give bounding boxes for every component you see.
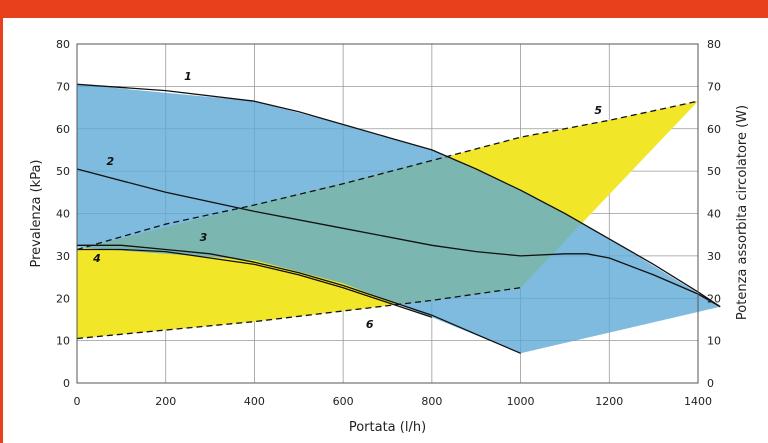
y-left-tick-label: 80 (56, 38, 70, 51)
y-right-tick-label: 40 (707, 208, 721, 221)
x-axis-label: Portata (l/h) (349, 420, 426, 435)
y-left-tick-labels: 0 10 20 30 40 50 60 70 80 (56, 38, 70, 390)
x-tick-label: 1400 (684, 395, 712, 408)
x-tick-labels: 0 200 400 600 800 1000 1200 1400 (74, 395, 713, 408)
curve-label-5: 5 (594, 104, 602, 117)
series-line-2 (76, 168, 721, 308)
head-area (77, 84, 721, 354)
x-tick-label: 400 (244, 395, 265, 408)
y-right-axis-label: Potenza assorbita circolatore (W) (735, 105, 750, 320)
series-lines (76, 83, 721, 354)
y-right-tick-label: 20 (707, 292, 721, 305)
left-border (0, 18, 3, 443)
y-right-tick-label: 10 (707, 335, 721, 348)
y-right-tick-labels: 0 10 20 30 40 50 60 70 80 (707, 38, 721, 390)
y-left-tick-label: 0 (63, 377, 70, 390)
curve-label-4: 4 (92, 252, 101, 265)
y-left-tick-label: 70 (56, 80, 70, 93)
series-line-5 (76, 100, 699, 251)
x-tick-label: 800 (421, 395, 442, 408)
x-tick-label: 600 (333, 395, 354, 408)
y-left-tick-label: 60 (56, 123, 70, 136)
series-line-6 (76, 287, 521, 340)
series-line-4 (77, 248, 433, 318)
x-tick-label: 200 (155, 395, 176, 408)
curve-label-2: 2 (106, 155, 114, 168)
y-right-tick-label: 70 (707, 80, 721, 93)
y-left-tick-label: 40 (56, 208, 70, 221)
y-left-tick-label: 30 (56, 250, 70, 263)
x-tick-label: 1200 (595, 395, 623, 408)
y-right-tick-label: 0 (707, 377, 714, 390)
y-left-tick-label: 10 (56, 335, 70, 348)
curve-label-3: 3 (200, 231, 208, 244)
x-tick-label: 0 (74, 395, 81, 408)
y-right-tick-label: 50 (707, 165, 721, 178)
header-bar (0, 0, 768, 18)
y-left-tick-label: 20 (56, 292, 70, 305)
curve-label-6: 6 (366, 318, 374, 331)
series-line-1 (76, 83, 721, 308)
plot-border (76, 43, 699, 384)
y-left-axis-label: Prevalenza (kPa) (29, 160, 44, 268)
y-right-tick-label: 30 (707, 250, 721, 263)
curve-labels: 1 2 3 4 5 6 (92, 70, 602, 331)
curve-label-1: 1 (184, 70, 192, 83)
y-right-tick-label: 60 (707, 123, 721, 136)
series-line-3 (77, 244, 521, 354)
y-left-tick-label: 50 (56, 165, 70, 178)
y-right-tick-label: 80 (707, 38, 721, 51)
x-tick-label: 1000 (507, 395, 535, 408)
